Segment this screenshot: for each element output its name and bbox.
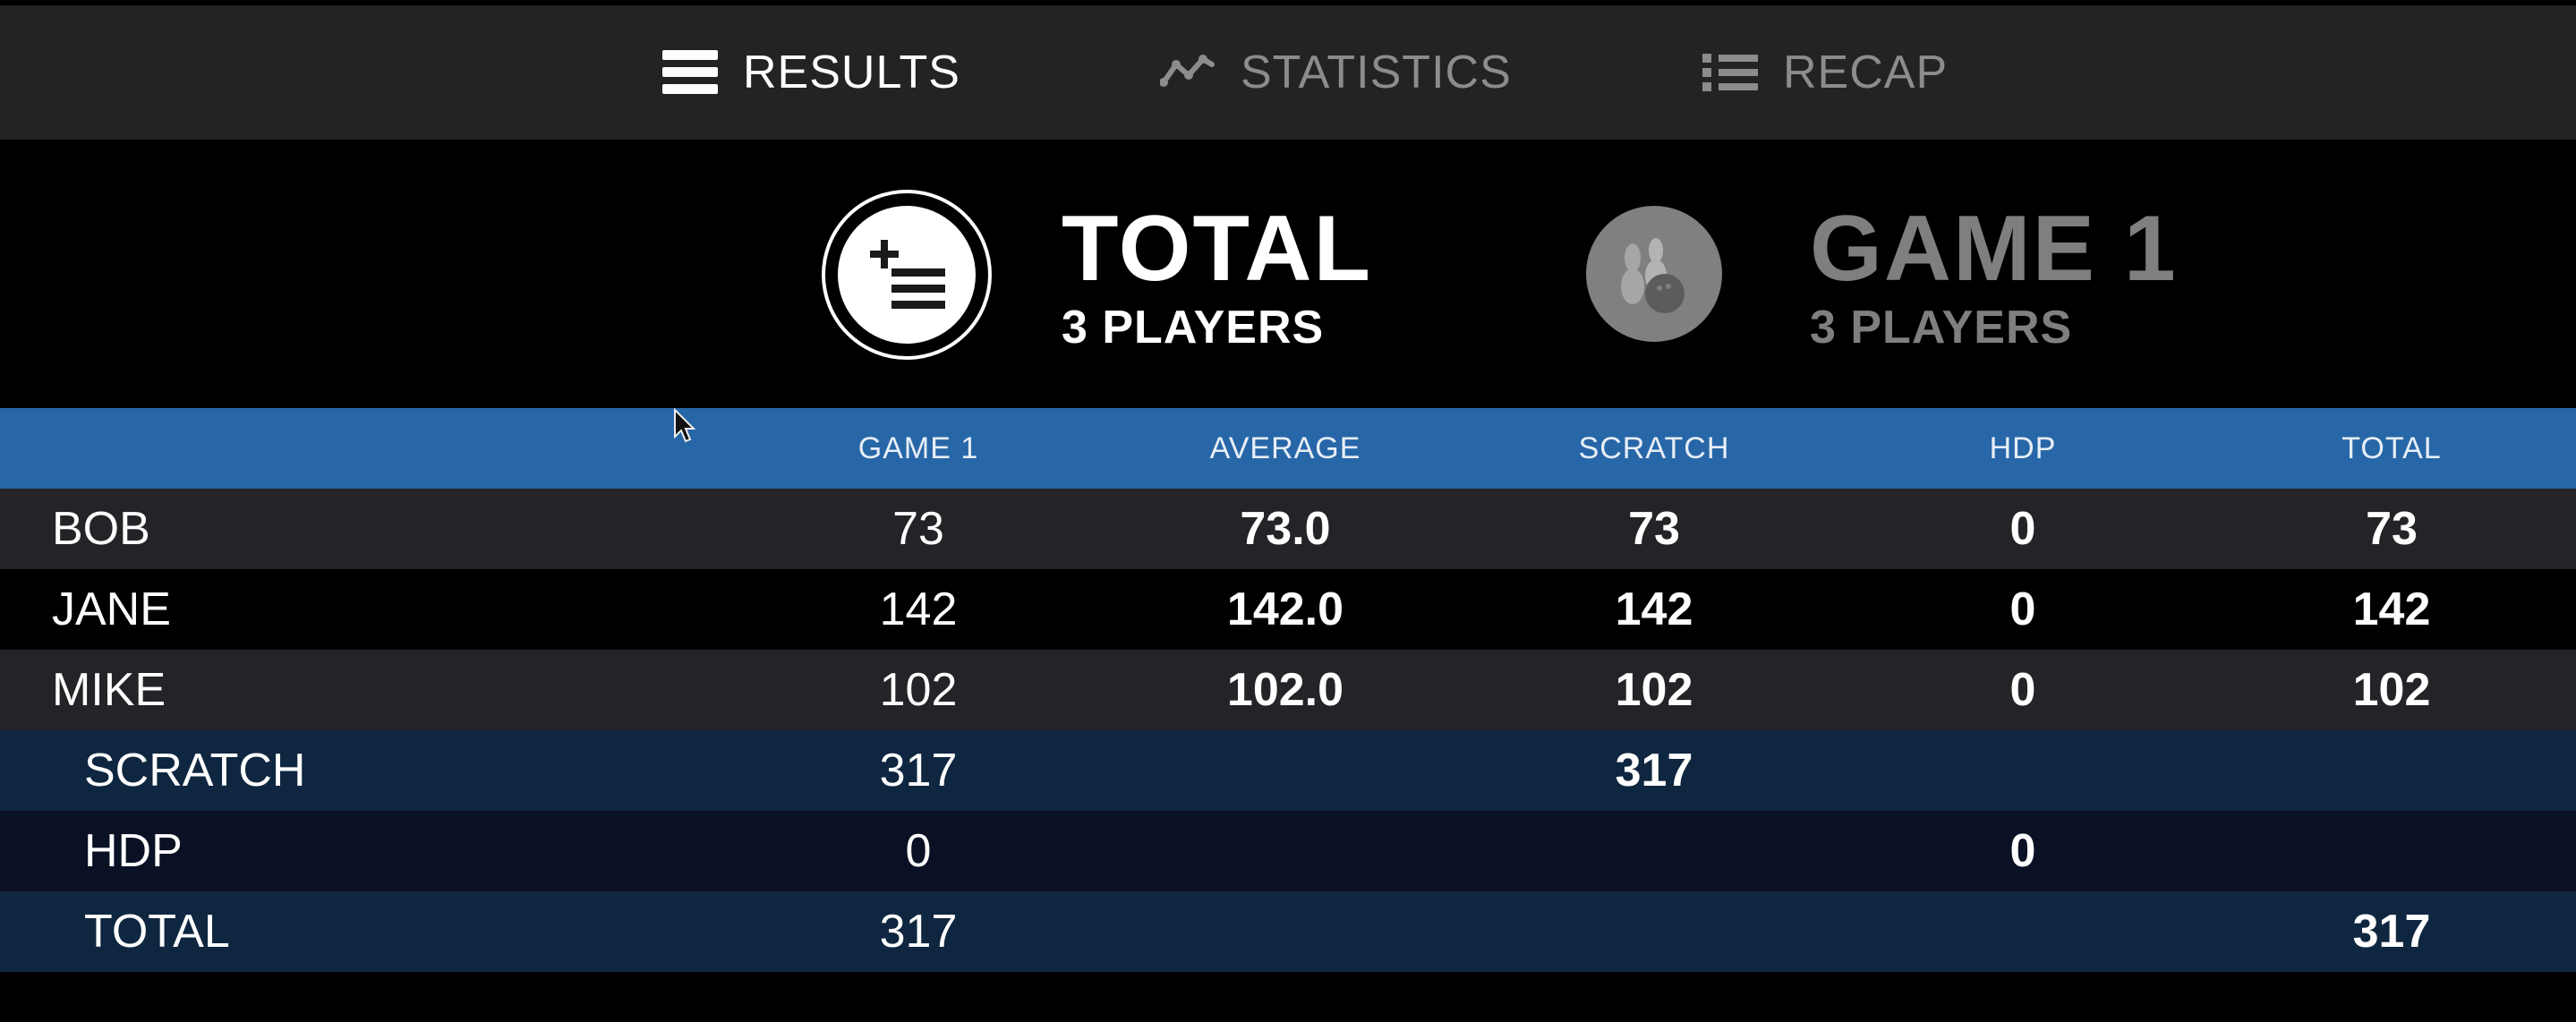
hdp-score: 0 bbox=[2009, 583, 2036, 635]
header-hdp[interactable]: HDP bbox=[1989, 430, 2057, 465]
list-icon bbox=[1702, 52, 1758, 93]
scratch-score: 142 bbox=[1615, 583, 1693, 635]
card-total[interactable]: TOTAL 3 PLAYERS bbox=[822, 140, 1395, 408]
player-name: MIKE bbox=[52, 664, 166, 716]
scratch-score: 102 bbox=[1615, 664, 1693, 716]
total-score bbox=[2275, 811, 2508, 891]
add-list-icon bbox=[822, 190, 992, 360]
card-game1-subtitle: 3 PLAYERS bbox=[1810, 302, 2073, 353]
total-score: 102 bbox=[2352, 664, 2431, 716]
game1-score: 73 bbox=[892, 503, 944, 555]
hdp-score bbox=[1906, 730, 2139, 811]
tab-results-label: RESULTS bbox=[743, 47, 960, 98]
average-score: 142.0 bbox=[1226, 583, 1344, 635]
total-score bbox=[2275, 730, 2508, 811]
header-game1[interactable]: GAME 1 bbox=[857, 430, 979, 465]
tab-statistics[interactable]: STATISTICS bbox=[1159, 5, 1512, 140]
summary-label: HDP bbox=[84, 825, 183, 877]
top-nav: RESULTS STATISTICS RECAP bbox=[0, 5, 2576, 140]
hamburger-icon bbox=[662, 50, 718, 95]
tab-recap-label: RECAP bbox=[1783, 47, 1949, 98]
game1-score: 102 bbox=[879, 664, 958, 716]
card-game1-title: GAME 1 bbox=[1810, 197, 2178, 301]
table-row-summary-scratch: SCRATCH 317 317 bbox=[0, 730, 2576, 811]
game-selector: TOTAL 3 PLAYERS GAME 1 3 PLAYERS bbox=[0, 140, 2576, 408]
hdp-score bbox=[1906, 891, 2139, 972]
summary-label: SCRATCH bbox=[84, 745, 306, 796]
average-score bbox=[1169, 891, 1402, 972]
tab-results[interactable]: RESULTS bbox=[662, 5, 960, 140]
header-average[interactable]: AVERAGE bbox=[1209, 430, 1361, 465]
table-header-row: GAME 1 AVERAGE SCRATCH HDP TOTAL bbox=[0, 408, 2576, 489]
total-score: 73 bbox=[2366, 503, 2418, 555]
scratch-score: 317 bbox=[1615, 745, 1693, 796]
average-score bbox=[1169, 811, 1402, 891]
total-score: 142 bbox=[2352, 583, 2431, 635]
game1-score: 317 bbox=[879, 745, 958, 796]
trend-line-icon bbox=[1159, 46, 1215, 99]
average-score: 102.0 bbox=[1226, 664, 1344, 716]
results-table: GAME 1 AVERAGE SCRATCH HDP TOTAL BOB 73 … bbox=[0, 408, 2576, 972]
scratch-score: 73 bbox=[1628, 503, 1680, 555]
hdp-score: 0 bbox=[2009, 825, 2036, 877]
average-score bbox=[1169, 730, 1402, 811]
game1-score: 142 bbox=[879, 583, 958, 635]
hdp-score: 0 bbox=[2009, 664, 2036, 716]
player-name: JANE bbox=[52, 583, 171, 635]
header-name bbox=[52, 408, 678, 489]
hdp-score: 0 bbox=[2009, 503, 2036, 555]
scratch-score bbox=[1538, 891, 1770, 972]
scratch-score bbox=[1538, 811, 1770, 891]
player-name: BOB bbox=[52, 503, 150, 555]
total-score: 317 bbox=[2352, 906, 2431, 958]
summary-label: TOTAL bbox=[84, 906, 230, 958]
average-score: 73.0 bbox=[1240, 503, 1331, 555]
card-game1[interactable]: GAME 1 3 PLAYERS bbox=[1586, 140, 2213, 408]
header-scratch[interactable]: SCRATCH bbox=[1578, 430, 1730, 465]
mouse-cursor-icon bbox=[674, 408, 696, 443]
bowling-pins-icon bbox=[1586, 206, 1722, 342]
card-total-title: TOTAL bbox=[1062, 197, 1372, 301]
header-total[interactable]: TOTAL bbox=[2341, 430, 2442, 465]
tab-statistics-label: STATISTICS bbox=[1241, 47, 1512, 98]
table-row-summary-total: TOTAL 317 317 bbox=[0, 891, 2576, 972]
table-row-summary-hdp: HDP 0 0 bbox=[0, 811, 2576, 891]
table-row-player[interactable]: BOB 73 73.0 73 0 73 bbox=[0, 489, 2576, 569]
table-row-player[interactable]: MIKE 102 102.0 102 0 102 bbox=[0, 650, 2576, 730]
tab-recap[interactable]: RECAP bbox=[1702, 5, 1948, 140]
game1-score: 317 bbox=[879, 906, 958, 958]
game1-score: 0 bbox=[905, 825, 932, 877]
table-row-player[interactable]: JANE 142 142.0 142 0 142 bbox=[0, 569, 2576, 650]
card-total-subtitle: 3 PLAYERS bbox=[1062, 302, 1325, 353]
